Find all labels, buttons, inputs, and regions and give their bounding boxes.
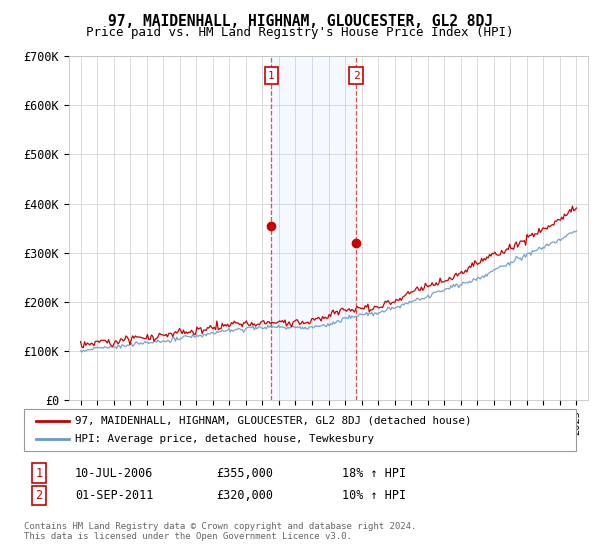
- Text: 01-SEP-2011: 01-SEP-2011: [75, 489, 154, 502]
- Text: 2: 2: [35, 489, 43, 502]
- Text: £320,000: £320,000: [216, 489, 273, 502]
- Text: Price paid vs. HM Land Registry's House Price Index (HPI): Price paid vs. HM Land Registry's House …: [86, 26, 514, 39]
- Text: 97, MAIDENHALL, HIGHNAM, GLOUCESTER, GL2 8DJ: 97, MAIDENHALL, HIGHNAM, GLOUCESTER, GL2…: [107, 14, 493, 29]
- Text: 1: 1: [35, 466, 43, 480]
- Text: Contains HM Land Registry data © Crown copyright and database right 2024.
This d: Contains HM Land Registry data © Crown c…: [24, 522, 416, 542]
- Text: 1: 1: [268, 71, 275, 81]
- Text: HPI: Average price, detached house, Tewkesbury: HPI: Average price, detached house, Tewk…: [75, 434, 374, 444]
- Bar: [271, 56, 356, 400]
- Text: 2: 2: [353, 71, 359, 81]
- Text: 18% ↑ HPI: 18% ↑ HPI: [342, 466, 406, 480]
- Text: £355,000: £355,000: [216, 466, 273, 480]
- Text: 97, MAIDENHALL, HIGHNAM, GLOUCESTER, GL2 8DJ (detached house): 97, MAIDENHALL, HIGHNAM, GLOUCESTER, GL2…: [75, 416, 472, 426]
- Text: 10% ↑ HPI: 10% ↑ HPI: [342, 489, 406, 502]
- Text: 10-JUL-2006: 10-JUL-2006: [75, 466, 154, 480]
